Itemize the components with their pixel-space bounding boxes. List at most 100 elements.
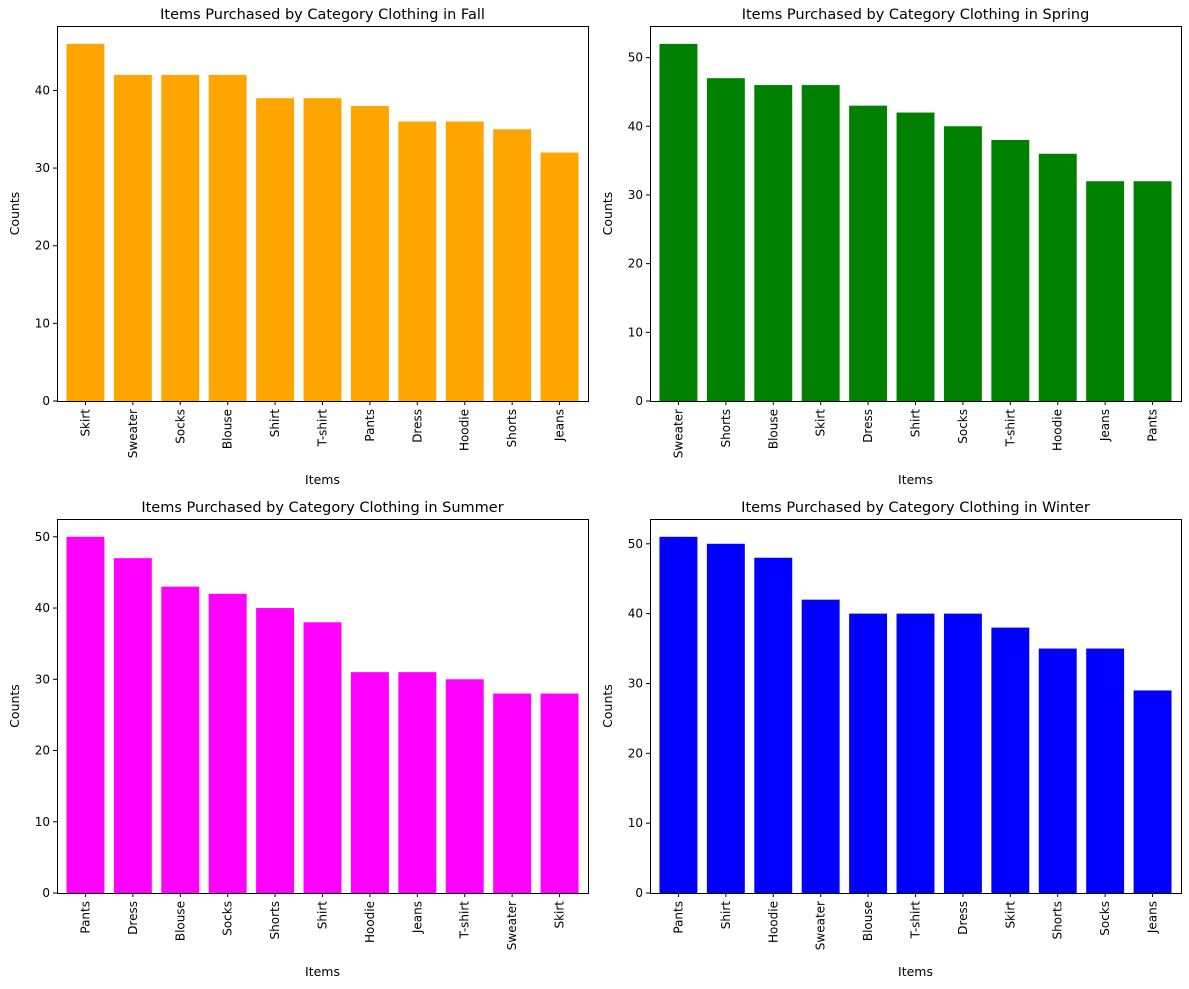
y-axis-label: Counts (7, 192, 22, 236)
x-tick-label: Sweater (671, 409, 685, 458)
bar (849, 613, 888, 893)
panel-title: Items Purchased by Category Clothing in … (742, 7, 1090, 23)
x-tick-label: Hoodie (363, 901, 377, 943)
y-tick-label: 10 (35, 316, 50, 330)
x-tick-label: T-shirt (1003, 409, 1017, 448)
x-tick-label: Jeans (1146, 901, 1160, 934)
bar (303, 98, 342, 401)
panel-spring: Items Purchased by Category Clothing in … (600, 7, 1182, 487)
y-axis-label: Counts (600, 192, 615, 236)
y-tick-label: 20 (628, 257, 643, 271)
bar (1038, 648, 1077, 893)
x-tick-label: Socks (173, 409, 187, 444)
bar (113, 558, 152, 893)
bar (398, 121, 437, 401)
x-tick-label: Pants (671, 901, 685, 934)
x-tick-label: Socks (956, 409, 970, 444)
panel-title: Items Purchased by Category Clothing in … (160, 7, 485, 23)
panel-summer: Items Purchased by Category Clothing in … (7, 500, 589, 979)
x-tick-label: Jeans (1098, 409, 1112, 442)
bar (540, 152, 579, 401)
x-tick-label: Pants (1146, 409, 1160, 442)
x-tick-label: Blouse (766, 409, 780, 449)
bar (1038, 153, 1077, 401)
bar (445, 679, 484, 893)
x-tick-label: Shorts (505, 409, 519, 447)
x-tick-label: Skirt (1003, 901, 1017, 929)
bar (991, 140, 1030, 401)
y-tick-label: 0 (42, 394, 50, 408)
x-tick-label: T-shirt (316, 409, 330, 448)
bar (849, 105, 888, 402)
x-tick-label: Sweater (505, 901, 519, 950)
bar (1086, 181, 1125, 401)
x-axis-label: Items (898, 964, 933, 979)
y-tick-label: 40 (628, 607, 643, 621)
bar (706, 543, 745, 893)
x-tick-label: Blouse (173, 901, 187, 941)
panel-winter: Items Purchased by Category Clothing in … (600, 500, 1182, 979)
bar (493, 693, 532, 893)
x-tick-label: Shirt (909, 409, 923, 437)
bar (161, 586, 200, 893)
x-tick-label: Skirt (553, 901, 567, 929)
x-tick-label: Pants (363, 409, 377, 442)
y-tick-label: 50 (628, 537, 643, 551)
x-tick-label: Shirt (719, 901, 733, 929)
x-axis-label: Items (898, 472, 933, 487)
bar (943, 126, 982, 402)
panel-fall: Items Purchased by Category Clothing in … (7, 7, 589, 487)
x-tick-label: Socks (221, 901, 235, 936)
x-tick-label: Hoodie (458, 409, 472, 451)
bar (1086, 648, 1125, 893)
bar (754, 85, 793, 401)
x-tick-label: Skirt (814, 409, 828, 437)
x-axis-label: Items (305, 472, 340, 487)
bar (350, 672, 389, 893)
bar (398, 672, 437, 893)
x-tick-label: T-shirt (909, 901, 923, 940)
bar (754, 557, 793, 893)
x-tick-label: Shorts (268, 901, 282, 939)
y-tick-label: 20 (628, 746, 643, 760)
bar (208, 74, 247, 401)
x-tick-label: Shirt (268, 409, 282, 437)
x-tick-label: T-shirt (458, 901, 472, 940)
x-tick-label: Blouse (861, 901, 875, 941)
bar (896, 112, 935, 401)
y-tick-label: 10 (628, 325, 643, 339)
x-tick-label: Dress (956, 901, 970, 935)
x-tick-label: Shorts (1051, 901, 1065, 939)
bar (659, 43, 698, 402)
bar (1133, 181, 1172, 401)
y-tick-label: 30 (35, 672, 50, 686)
x-tick-label: Shorts (719, 409, 733, 447)
bar (896, 613, 935, 893)
x-tick-label: Sweater (814, 901, 828, 950)
y-tick-label: 40 (35, 83, 50, 97)
panel-title: Items Purchased by Category Clothing in … (741, 500, 1090, 516)
bar (706, 78, 745, 401)
bar (801, 85, 840, 401)
bar (256, 608, 295, 893)
bar (256, 98, 295, 401)
y-tick-label: 0 (42, 886, 50, 900)
bar (66, 536, 105, 893)
y-tick-label: 40 (628, 119, 643, 133)
bar (493, 129, 532, 401)
bar (659, 536, 698, 893)
bar (208, 593, 247, 893)
x-tick-label: Dress (861, 409, 875, 443)
y-tick-label: 50 (628, 51, 643, 65)
y-tick-label: 10 (628, 816, 643, 830)
bar (161, 74, 200, 401)
x-tick-label: Shirt (316, 901, 330, 929)
y-tick-label: 50 (35, 530, 50, 544)
y-tick-label: 20 (35, 744, 50, 758)
bar (801, 599, 840, 893)
x-tick-label: Jeans (553, 409, 567, 442)
y-tick-label: 0 (635, 886, 643, 900)
x-tick-label: Dress (126, 901, 140, 935)
bar (303, 622, 342, 893)
bar (540, 693, 579, 893)
